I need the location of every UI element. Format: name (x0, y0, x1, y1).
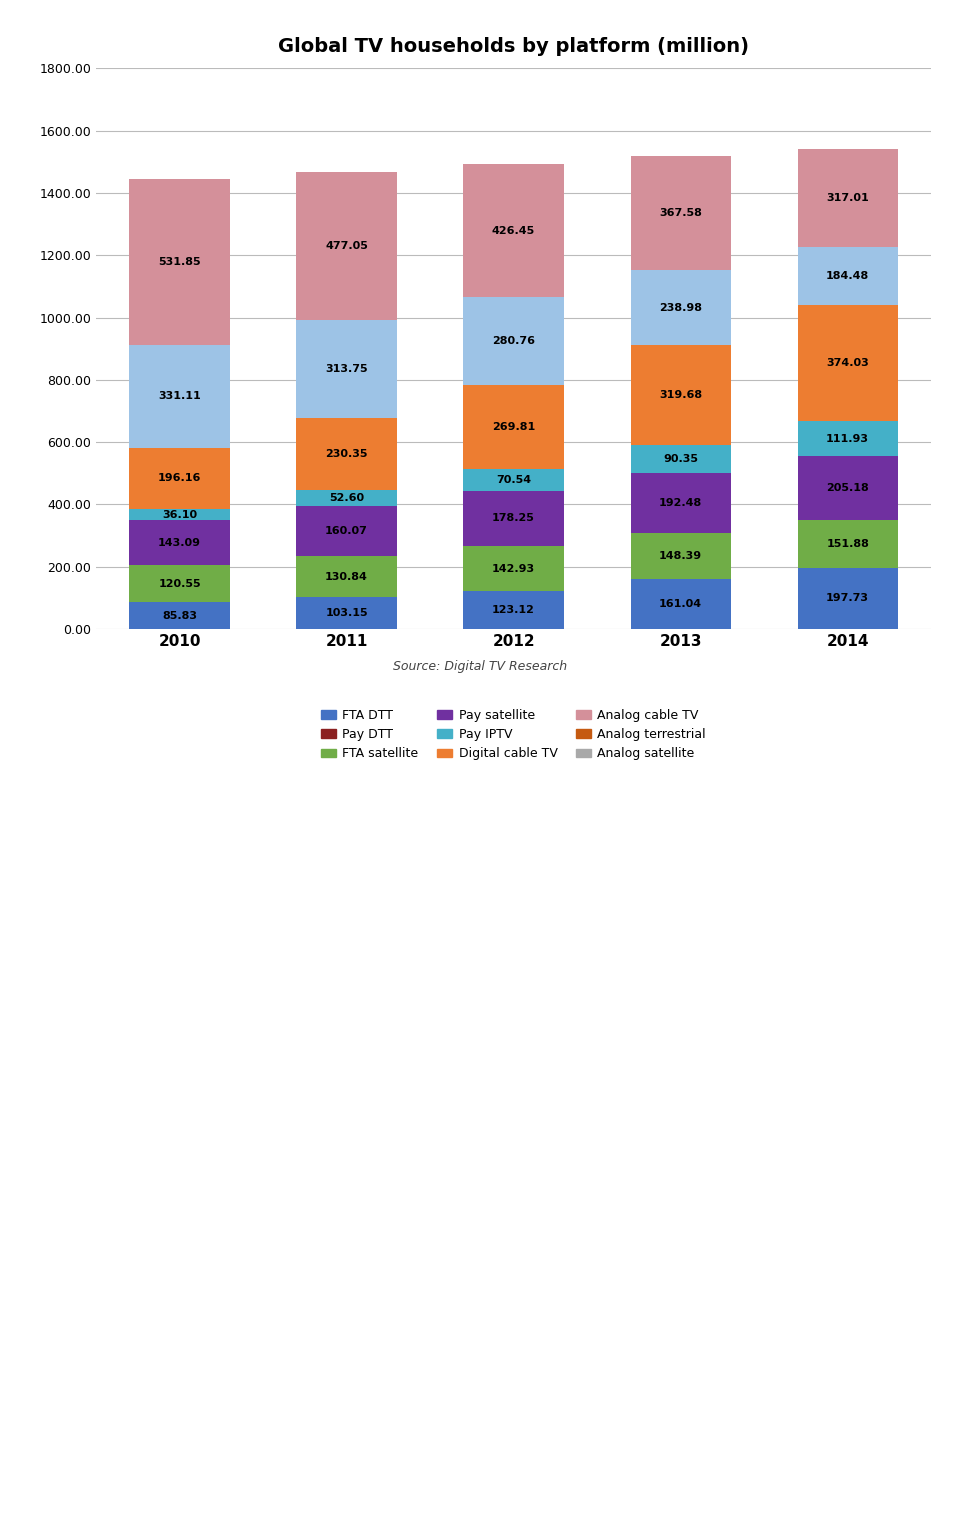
Text: 90.35: 90.35 (663, 453, 698, 464)
Text: 130.84: 130.84 (325, 572, 368, 582)
Text: 230.35: 230.35 (325, 449, 368, 459)
Bar (130, 520, 229, 565)
Bar (297, 418, 396, 490)
Bar (798, 421, 898, 456)
Text: 196.16: 196.16 (157, 473, 202, 484)
Text: 477.05: 477.05 (325, 241, 368, 252)
Text: 238.98: 238.98 (660, 303, 702, 312)
Bar (464, 546, 564, 591)
Text: 313.75: 313.75 (325, 364, 368, 374)
Bar (631, 156, 731, 270)
Text: 36.10: 36.10 (162, 509, 197, 520)
Bar (464, 164, 564, 297)
Bar (297, 320, 396, 418)
Text: Source: Digital TV Research: Source: Digital TV Research (393, 659, 567, 673)
Bar (631, 270, 731, 346)
Bar (464, 385, 564, 468)
Bar (798, 149, 898, 247)
Text: 192.48: 192.48 (659, 497, 703, 508)
Text: 184.48: 184.48 (826, 271, 870, 280)
Bar (130, 565, 229, 602)
Text: 426.45: 426.45 (492, 226, 536, 235)
Bar (631, 579, 731, 629)
Bar (798, 520, 898, 567)
Text: 205.18: 205.18 (827, 484, 869, 493)
Text: 143.09: 143.09 (158, 538, 201, 547)
Bar (631, 444, 731, 473)
Bar (130, 179, 229, 344)
Bar (631, 346, 731, 444)
Bar (464, 491, 564, 546)
Text: 367.58: 367.58 (660, 208, 702, 218)
Text: 197.73: 197.73 (827, 593, 869, 603)
Text: 103.15: 103.15 (325, 608, 368, 619)
Text: 531.85: 531.85 (158, 256, 201, 267)
Bar (631, 473, 731, 532)
Text: 111.93: 111.93 (827, 434, 869, 444)
Bar (130, 344, 229, 447)
Bar (130, 602, 229, 629)
Bar (798, 305, 898, 421)
Bar (464, 297, 564, 385)
Bar (297, 556, 396, 597)
Legend: FTA DTT, Pay DTT, FTA satellite, Pay satellite, Pay IPTV, Digital cable TV, Anal: FTA DTT, Pay DTT, FTA satellite, Pay sat… (315, 703, 712, 767)
Text: 374.03: 374.03 (827, 358, 869, 368)
Text: 142.93: 142.93 (492, 564, 535, 573)
Title: Global TV households by platform (million): Global TV households by platform (millio… (278, 36, 749, 56)
Text: 120.55: 120.55 (158, 579, 201, 588)
Text: 151.88: 151.88 (827, 538, 869, 549)
Bar (297, 597, 396, 629)
Bar (464, 468, 564, 491)
Text: 52.60: 52.60 (329, 493, 364, 503)
Text: 269.81: 269.81 (492, 421, 536, 432)
Bar (297, 171, 396, 320)
Text: 123.12: 123.12 (492, 605, 535, 615)
Bar (130, 447, 229, 509)
Text: 160.07: 160.07 (325, 526, 368, 537)
Text: 70.54: 70.54 (496, 475, 531, 485)
Bar (631, 532, 731, 579)
Text: 280.76: 280.76 (492, 337, 535, 346)
Text: 161.04: 161.04 (660, 599, 702, 609)
Bar (464, 591, 564, 629)
Bar (798, 567, 898, 629)
Text: 178.25: 178.25 (492, 514, 535, 523)
Text: 148.39: 148.39 (660, 550, 702, 561)
Bar (297, 506, 396, 556)
Text: 85.83: 85.83 (162, 611, 197, 620)
Text: 319.68: 319.68 (660, 390, 702, 400)
Text: 331.11: 331.11 (158, 391, 201, 402)
Bar (798, 456, 898, 520)
Bar (130, 509, 229, 520)
Bar (297, 490, 396, 506)
Bar (798, 247, 898, 305)
Text: 317.01: 317.01 (827, 193, 869, 203)
